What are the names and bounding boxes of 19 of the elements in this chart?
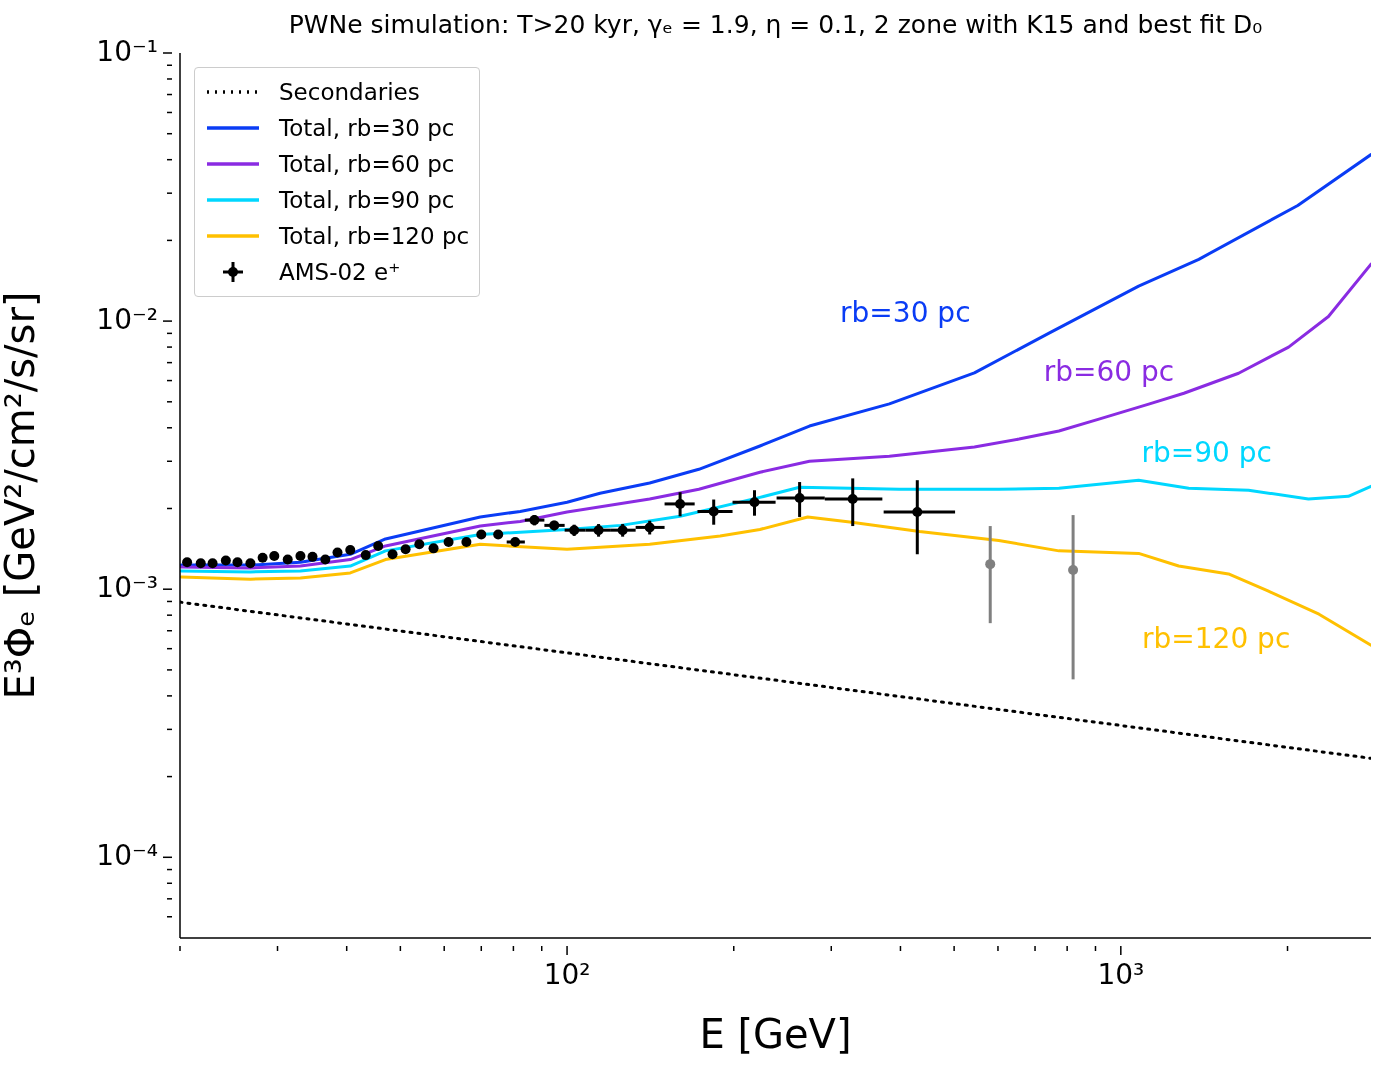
annotation: rb=90 pc (1141, 435, 1272, 469)
legend-label: Total, rb=30 pc (279, 115, 455, 141)
y-tick-label: 10⁻⁴ (96, 839, 158, 873)
y-tick-label: 10⁻³ (96, 571, 158, 605)
y-tick-label: 10⁻² (96, 303, 158, 337)
y-tick-label: 10⁻¹ (96, 35, 158, 68)
legend-label: Total, rb=120 pc (279, 223, 470, 249)
x-tick-label: 10³ (1097, 958, 1145, 991)
x-tick-label: 10² (543, 958, 591, 991)
legend-label: Total, rb=90 pc (279, 187, 455, 213)
x-axis-title: E [GeV] (699, 1011, 852, 1057)
chart-title: PWNe simulation: T>20 kyr, γₑ = 1.9, η = 0.1, 2 zone with K15 and best fit D₀ (287, 10, 1264, 39)
legend-label: AMS-02 e⁺ (279, 259, 401, 285)
annotation: rb=60 pc (1043, 354, 1175, 388)
annotation: rb=120 pc (1142, 621, 1291, 655)
y-axis-title: E³Φₑ [GeV²/cm²/s/sr] (0, 291, 44, 700)
legend-label: Secondaries (279, 79, 420, 105)
annotation: rb=30 pc (840, 295, 971, 329)
legend-label: Total, rb=60 pc (279, 151, 455, 177)
